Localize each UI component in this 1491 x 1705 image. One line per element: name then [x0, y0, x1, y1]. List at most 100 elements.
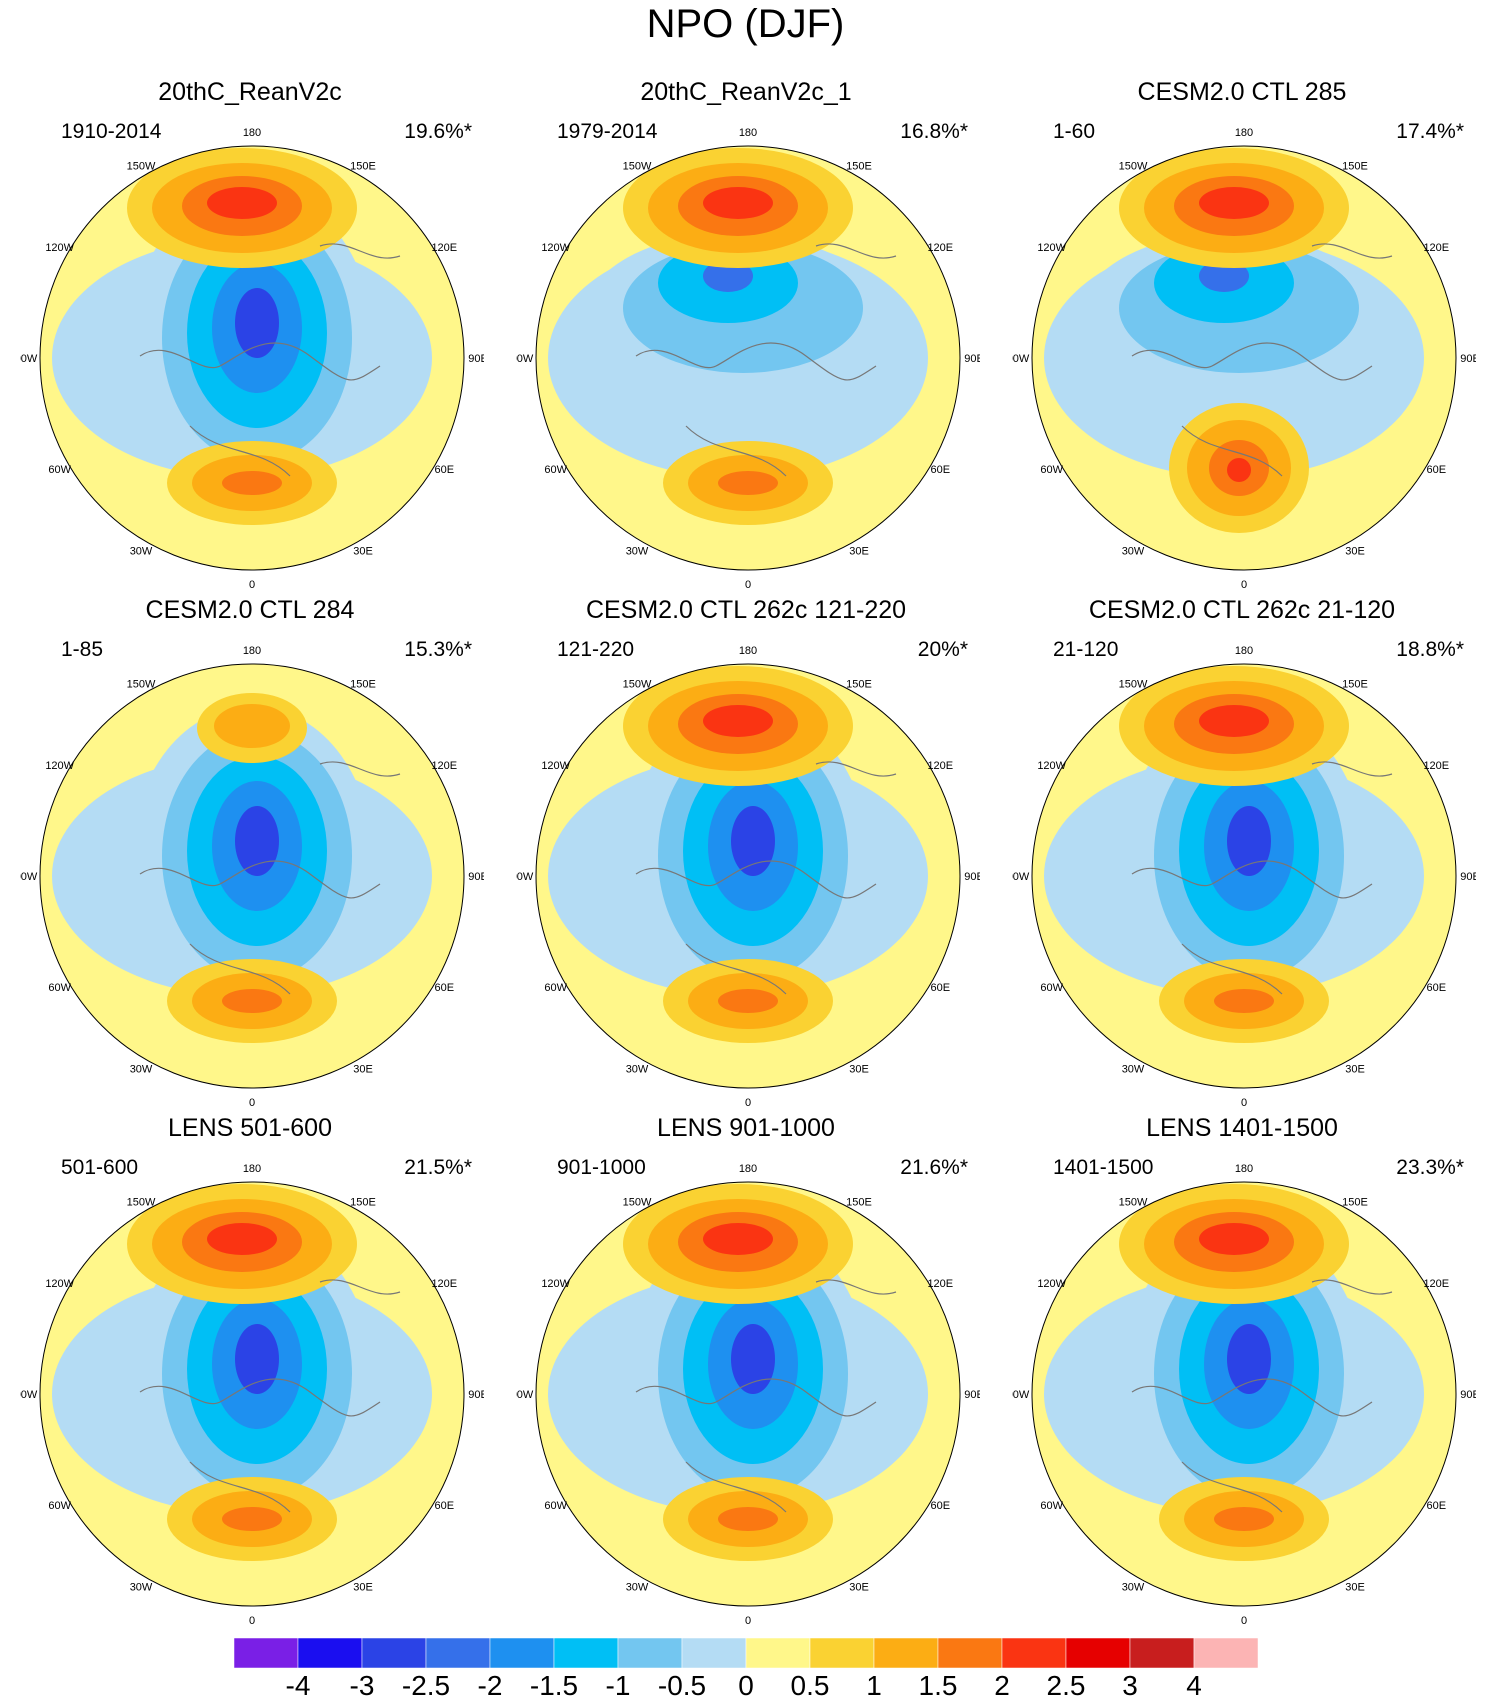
anomaly-contour	[214, 704, 290, 748]
longitude-label: 60W	[1040, 464, 1063, 476]
longitude-label: 0	[745, 1097, 751, 1109]
longitude-label: 90W	[20, 353, 38, 365]
map-boundary	[535, 663, 961, 1089]
longitude-label: 120W	[541, 242, 570, 254]
colorbar-tick-label: 3	[1122, 1670, 1138, 1701]
coastline	[139, 243, 401, 477]
longitude-label: 30E	[849, 1581, 869, 1593]
colorbar-tick-label: -1.5	[529, 1670, 579, 1701]
coastline	[1131, 243, 1393, 477]
longitude-label: 30W	[1122, 545, 1145, 557]
panel-title: 20thC_ReanV2c	[158, 78, 342, 106]
anomaly-contour	[731, 806, 775, 876]
colorbar-tick-label: 2.5	[1046, 1670, 1086, 1701]
map-boundary	[39, 663, 465, 1089]
coastline	[635, 1279, 897, 1513]
longitude-label: 30E	[1345, 1581, 1365, 1593]
anomaly-contour	[207, 187, 277, 219]
anomaly-contour	[222, 1507, 282, 1531]
longitude-label: 120W	[1037, 760, 1066, 772]
polar-map: 180 150E 120E 90E 60E 30E 0 30W 60W 90W 120W 150W	[516, 127, 980, 591]
longitude-label: 30W	[130, 545, 153, 557]
longitude-label: 90W	[516, 353, 534, 365]
colorbar-swatch	[681, 1638, 747, 1668]
map-panel: 20thC_ReanV2c 1910-2014 19.6%* 180 150E 120E 9…	[20, 78, 484, 598]
map-panel: CESM2.0 CTL 284 1-85 15.3%* 180 150E 120E 90E 6…	[20, 596, 484, 1116]
longitude-label: 30E	[849, 545, 869, 557]
anomaly-contour	[1227, 806, 1271, 876]
longitude-label: 60E	[1427, 982, 1447, 994]
longitude-label: 0	[249, 1615, 255, 1627]
colorbar-tick-label: -1	[605, 1670, 631, 1701]
colorbar-swatch	[234, 1638, 299, 1668]
longitude-label: 120E	[431, 760, 457, 772]
longitude-label: 150E	[1342, 161, 1368, 173]
figure-title: NPO (DJF)	[646, 2, 845, 46]
longitude-label: 150E	[846, 1197, 872, 1209]
longitude-label: 180	[1235, 127, 1253, 139]
longitude-label: 60E	[1427, 1500, 1447, 1512]
panel-variance: 18.8%*	[1396, 638, 1464, 661]
coastline	[635, 761, 897, 995]
longitude-label: 0	[249, 1097, 255, 1109]
longitude-label: 120E	[927, 760, 953, 772]
map-boundary	[535, 145, 961, 571]
longitude-label: 180	[243, 1163, 261, 1175]
panel-period: 1979-2014	[557, 120, 658, 143]
anomaly-contour	[235, 806, 279, 876]
longitude-label: 150E	[350, 679, 376, 691]
longitude-label: 150E	[350, 161, 376, 173]
longitude-label: 60E	[931, 464, 951, 476]
map-panel: CESM2.0 CTL 262c 21-120 21-120 18.8%* 180 15…	[1012, 596, 1476, 1116]
polar-map: 180 150E 120E 90E 60E 30E 0 30W 60W 90W 120W 150W	[20, 1163, 484, 1627]
panel-title: LENS 901-1000	[657, 1114, 835, 1142]
longitude-label: 150W	[1119, 1197, 1148, 1209]
longitude-label: 60W	[48, 464, 71, 476]
longitude-label: 150E	[1342, 679, 1368, 691]
panel-period: 901-1000	[557, 1156, 646, 1179]
longitude-label: 150E	[846, 161, 872, 173]
panel-period: 21-120	[1053, 638, 1119, 661]
longitude-label: 120E	[1423, 1278, 1449, 1290]
longitude-label: 30E	[353, 1063, 373, 1075]
coastline	[139, 1279, 401, 1513]
longitude-label: 150W	[623, 161, 652, 173]
panel-title: CESM2.0 CTL 262c 121-220	[585, 596, 907, 624]
longitude-label: 150W	[623, 679, 652, 691]
longitude-label: 90W	[1012, 353, 1030, 365]
anomaly-contour	[718, 471, 778, 495]
longitude-label: 120E	[431, 242, 457, 254]
longitude-label: 90W	[516, 871, 534, 883]
colorbar-swatch	[1129, 1638, 1195, 1668]
polar-map: 180 150E 120E 90E 60E 30E 0 30W 60W 90W 120W 150W	[1012, 645, 1476, 1109]
coastline	[635, 243, 897, 477]
colorbar-swatch	[1001, 1638, 1067, 1668]
anomaly-contour	[703, 187, 773, 219]
coastline	[1131, 1279, 1393, 1513]
longitude-label: 0	[1241, 1097, 1247, 1109]
map-boundary	[1031, 145, 1457, 571]
colorbar-swatch	[809, 1638, 875, 1668]
longitude-label: 120W	[45, 760, 74, 772]
longitude-label: 120W	[541, 1278, 570, 1290]
longitude-label: 90E	[468, 1389, 484, 1401]
longitude-label: 180	[1235, 645, 1253, 657]
panel-period: 1401-1500	[1053, 1156, 1154, 1179]
colorbar-swatch	[553, 1638, 619, 1668]
longitude-label: 180	[739, 1163, 757, 1175]
longitude-label: 120E	[1423, 242, 1449, 254]
panel-period: 121-220	[557, 638, 635, 661]
longitude-label: 150W	[1119, 679, 1148, 691]
panel-title: LENS 1401-1500	[1146, 1114, 1338, 1142]
longitude-label: 30W	[130, 1581, 153, 1593]
polar-map: 180 150E 120E 90E 60E 30E 0 30W 60W 90W 120W 150W	[20, 127, 484, 591]
anomaly-contour	[1199, 187, 1269, 219]
colorbar-swatch	[361, 1638, 427, 1668]
anomaly-contour	[703, 705, 773, 737]
panel-title: CESM2.0 CTL 284	[145, 596, 355, 624]
panel-title: 20thC_ReanV2c_1	[640, 78, 852, 106]
panel-title: CESM2.0 CTL 285	[1137, 78, 1347, 106]
panel-variance: 21.5%*	[404, 1156, 472, 1179]
anomaly-contour	[235, 288, 279, 358]
map-panel: LENS 1401-1500 1401-1500 23.3%* 180 150E 120E…	[1012, 1114, 1476, 1634]
